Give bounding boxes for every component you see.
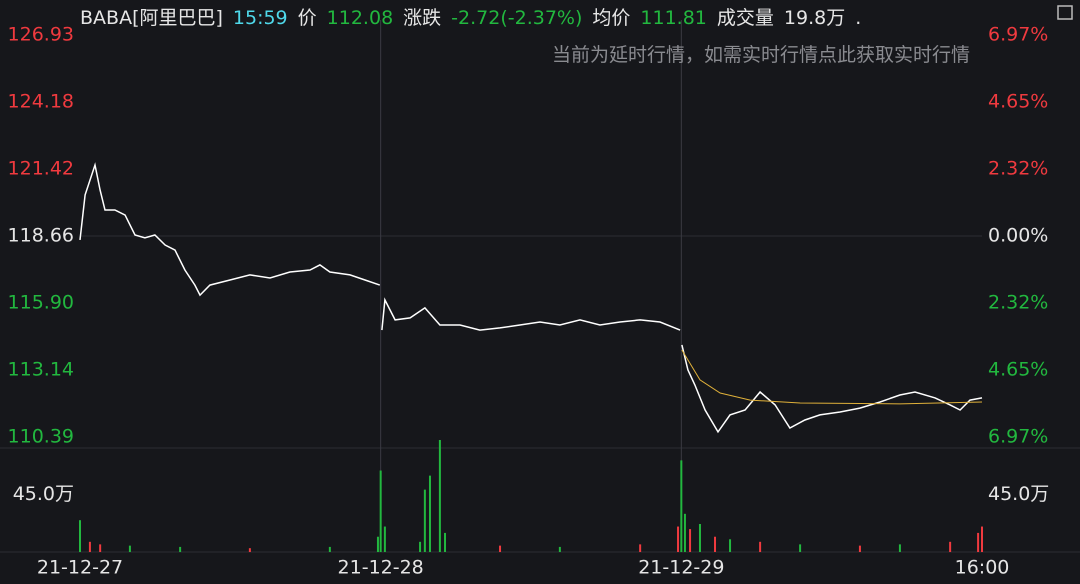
y-tick-label: 121.42 bbox=[8, 157, 74, 179]
y-tick-label: 113.14 bbox=[8, 359, 74, 381]
volume: 19.8万 bbox=[783, 7, 846, 29]
avg-label: 均价 bbox=[592, 7, 631, 29]
price-label: 价 bbox=[297, 7, 317, 29]
volume-bar bbox=[698, 524, 701, 552]
volume-bar bbox=[79, 520, 81, 552]
volume-bar bbox=[376, 536, 379, 552]
volume-bar bbox=[949, 541, 952, 552]
price-line bbox=[681, 349, 983, 405]
y2-tick-label: 0.00% bbox=[988, 225, 1048, 247]
time: 15:59 bbox=[232, 7, 288, 29]
y2-tick-label: 6.97% bbox=[988, 24, 1048, 46]
price-line bbox=[79, 162, 983, 434]
y-tick-label: 126.93 bbox=[8, 24, 74, 46]
price: 112.08 bbox=[326, 7, 394, 29]
avg: 111.81 bbox=[640, 7, 707, 29]
y2-tick-label: 6.97% bbox=[988, 426, 1048, 448]
y2-tick-label: 4.65% bbox=[988, 359, 1048, 381]
volume-bar bbox=[683, 513, 686, 552]
volume-bar bbox=[423, 489, 426, 552]
volume-bar bbox=[680, 460, 683, 552]
volume-bar bbox=[88, 541, 91, 552]
delay-notice[interactable]: 当前为延时行情，如需实时行情点此获取实时行情 bbox=[551, 44, 970, 66]
volume-label: 成交量 bbox=[716, 7, 774, 29]
y2-tick-label: 2.32% bbox=[988, 158, 1048, 180]
volume-bar bbox=[898, 544, 901, 552]
volume-bar bbox=[419, 541, 422, 552]
volume-tick-label: 45.0万 bbox=[13, 483, 74, 505]
volume-bar bbox=[179, 546, 182, 552]
volume-bar bbox=[858, 545, 861, 552]
y-tick-label: 110.39 bbox=[8, 426, 74, 448]
volume-bar bbox=[438, 440, 441, 552]
volume-bar bbox=[328, 546, 331, 552]
y-tick-label: 118.66 bbox=[8, 225, 74, 247]
volume-bar bbox=[759, 541, 762, 552]
volume-bar bbox=[99, 544, 102, 552]
volume-bar bbox=[981, 526, 983, 552]
quote-header: BABA[阿里巴巴] 15:59 价 112.08 涨跌 -2.72(-2.37%) 均价 1… bbox=[80, 3, 871, 30]
volume-bar bbox=[499, 545, 502, 552]
y-tick-label: 115.90 bbox=[8, 292, 74, 314]
x-tick-label: 21-12-28 bbox=[338, 557, 424, 579]
volume-bar bbox=[383, 526, 386, 552]
volume-bar bbox=[558, 546, 561, 552]
volume-bar bbox=[714, 536, 717, 552]
volume-bar bbox=[639, 544, 642, 552]
x-tick-label: 16:00 bbox=[955, 557, 1010, 579]
y-tick-label: 124.18 bbox=[8, 90, 74, 112]
volume-bar bbox=[689, 529, 692, 552]
more: . bbox=[855, 7, 862, 29]
y2-tick-label: 2.32% bbox=[988, 291, 1048, 313]
fullscreen-icon[interactable] bbox=[1057, 5, 1073, 20]
volume-bar bbox=[379, 470, 382, 552]
x-tick-label: 21-12-29 bbox=[638, 557, 724, 579]
volume-bar bbox=[444, 532, 447, 552]
volume-bar bbox=[248, 548, 251, 552]
volume-bar bbox=[977, 532, 980, 552]
volume-bar bbox=[677, 526, 680, 552]
volume-bar bbox=[799, 544, 802, 552]
volume-bar bbox=[128, 545, 131, 552]
volume-bar bbox=[428, 475, 431, 552]
x-tick-label: 21-12-27 bbox=[37, 557, 123, 579]
change-label: 涨跌 bbox=[403, 7, 442, 29]
volume-tick-label: 45.0万 bbox=[988, 483, 1049, 505]
volume-bar bbox=[729, 539, 732, 552]
symbol: BABA[阿里巴巴] bbox=[80, 7, 223, 29]
change: -2.72(-2.37%) bbox=[451, 7, 583, 29]
y2-tick-label: 4.65% bbox=[988, 90, 1048, 112]
